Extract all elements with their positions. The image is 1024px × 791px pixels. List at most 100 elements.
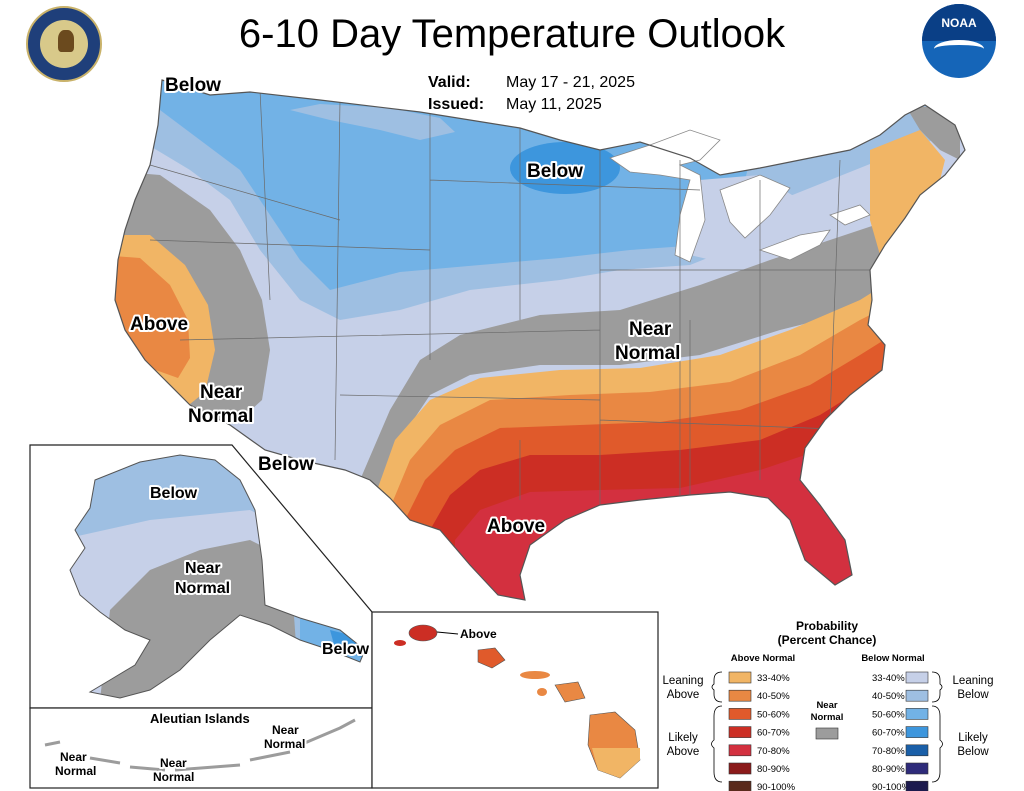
- department-of-commerce-seal: [26, 6, 102, 82]
- legend-above-range-0: 33-40%: [757, 673, 790, 684]
- hawaii-big-island-south: [592, 748, 640, 778]
- legend-near-normal-1: Near: [816, 700, 837, 711]
- legend-below-swatch-5: [905, 762, 929, 775]
- legend-title-1: Probability: [796, 619, 858, 633]
- legend-brace-leaning-above: [711, 671, 723, 703]
- legend-above-swatch-4: [728, 744, 752, 757]
- label-ak-below-se: Below: [322, 641, 370, 658]
- eagle-icon: [58, 30, 74, 52]
- legend-below-swatch-2: [905, 708, 929, 720]
- legend: Probability (Percent Chance) Above Norma…: [663, 619, 993, 791]
- label-below-nw: Below: [165, 75, 221, 96]
- noaa-logo-text: NOAA: [941, 16, 977, 30]
- alaska-inset: Below Near Normal Below: [29, 444, 373, 709]
- label-aleutian-near-1c: Near: [272, 723, 299, 737]
- noaa-logo: NOAA: [922, 4, 996, 78]
- label-near-ohio-2: Normal: [615, 343, 680, 364]
- legend-below-range-6: 90-100%: [872, 782, 911, 791]
- label-aleutian-near-1a: Near: [60, 750, 87, 764]
- legend-leaning-above-1: Leaning: [663, 675, 704, 687]
- legend-likely-below-2: Below: [957, 746, 989, 758]
- legend-above-swatch-3: [728, 726, 752, 738]
- legend-title-2: (Percent Chance): [778, 633, 877, 647]
- legend-above-swatch-5: [728, 762, 752, 775]
- legend-above-range-1: 40-50%: [757, 691, 790, 702]
- label-aleutian-near-1b: Near: [160, 756, 187, 770]
- legend-below-swatch-1: [905, 689, 929, 702]
- conus-below-40-50-inner: [290, 104, 455, 140]
- label-ak-near-1: Near: [185, 560, 221, 577]
- hawaii-oahu: [477, 647, 506, 669]
- conus-above-40-50-ca: [115, 255, 190, 378]
- legend-near-normal-swatch: [815, 727, 839, 740]
- valid-issued-block: Valid: May 17 - 21, 2025 Issued: May 11, 2…: [428, 72, 635, 116]
- label-above-ca: Above: [130, 314, 188, 335]
- hawaii-label-leader: [436, 631, 459, 635]
- aleutian-islands-shape: [44, 718, 356, 772]
- issued-label: Issued:: [428, 96, 485, 113]
- legend-above-swatch-1: [728, 689, 752, 702]
- label-below-sw: Below: [258, 454, 314, 475]
- label-aleutian-near-2b: Normal: [153, 770, 194, 784]
- hawaii-lanai: [537, 688, 547, 696]
- legend-near-normal-2: Normal: [811, 712, 844, 723]
- legend-likely-above-2: Above: [667, 746, 700, 758]
- aleutian-title: Aleutian Islands: [150, 711, 250, 726]
- conus-near-normal-central: [360, 180, 960, 500]
- label-below-mn: Below: [527, 161, 583, 182]
- label-ak-near-2: Normal: [175, 580, 230, 597]
- conus-above-33-40-ne: [870, 130, 945, 255]
- valid-value: May 17 - 21, 2025: [506, 74, 635, 91]
- legend-below-range-3: 60-70%: [872, 728, 905, 739]
- issued-value: May 11, 2025: [506, 96, 602, 113]
- label-near-west-1: Near: [200, 382, 243, 403]
- label-aleutian-near-2c: Normal: [264, 737, 305, 751]
- legend-likely-below-1: Likely: [958, 732, 988, 744]
- hawaii-inset: Above: [371, 611, 659, 789]
- legend-brace-likely-above: [711, 705, 723, 783]
- legend-below-swatch-0: [905, 671, 929, 684]
- legend-above-range-3: 60-70%: [757, 728, 790, 739]
- legend-below-header: Below Normal: [861, 653, 924, 664]
- hawaii-kauai: [408, 624, 438, 642]
- valid-label: Valid:: [428, 74, 471, 91]
- legend-leaning-below-2: Below: [957, 689, 989, 701]
- legend-likely-above-1: Likely: [668, 732, 698, 744]
- legend-above-swatch-0: [728, 671, 752, 684]
- label-hi-above: Above: [460, 627, 497, 641]
- label-aleutian-near-2a: Normal: [55, 764, 96, 778]
- legend-above-range-4: 70-80%: [757, 746, 790, 757]
- legend-above-swatches: 33-40% 40-50% 50-60% 60-70% 70-80% 80-90% 90-1…: [728, 671, 796, 791]
- hawaii-molokai: [520, 671, 550, 679]
- legend-brace-likely-below: [931, 705, 943, 783]
- label-above-tx: Above: [487, 516, 545, 537]
- legend-above-swatch-2: [728, 708, 752, 720]
- legend-above-range-5: 80-90%: [757, 764, 790, 775]
- legend-above-range-6: 90-100%: [757, 782, 796, 791]
- label-ak-below: Below: [150, 485, 198, 502]
- hawaii-niihau: [394, 640, 406, 646]
- conus-below-60-70: [510, 142, 620, 194]
- legend-below-swatch-4: [905, 744, 929, 757]
- legend-below-range-2: 50-60%: [872, 709, 905, 720]
- legend-below-swatch-3: [905, 726, 929, 738]
- hawaii-maui: [554, 681, 586, 703]
- great-lakes: [609, 129, 871, 263]
- legend-below-range-1: 40-50%: [872, 691, 905, 702]
- noaa-bird-icon: [934, 40, 984, 58]
- legend-brace-leaning-below: [931, 671, 943, 703]
- legend-above-swatch-6: [728, 780, 752, 791]
- legend-below-swatches: 33-40% 40-50% 50-60% 60-70% 70-80% 80-90% 90-1…: [872, 671, 929, 791]
- legend-below-range-4: 70-80%: [872, 746, 905, 757]
- legend-above-header: Above Normal: [731, 653, 795, 664]
- legend-below-range-0: 33-40%: [872, 673, 905, 684]
- label-near-ohio-1: Near: [629, 319, 672, 340]
- aleutian-inset: Aleutian Islands Near Normal Near Normal…: [29, 707, 373, 789]
- legend-below-swatch-6: [905, 780, 929, 791]
- legend-above-range-2: 50-60%: [757, 709, 790, 720]
- state-borders: [149, 89, 880, 505]
- label-near-west-2: Normal: [188, 406, 253, 427]
- page-title: 6-10 Day Temperature Outlook: [238, 12, 786, 56]
- legend-leaning-above-2: Above: [667, 689, 700, 701]
